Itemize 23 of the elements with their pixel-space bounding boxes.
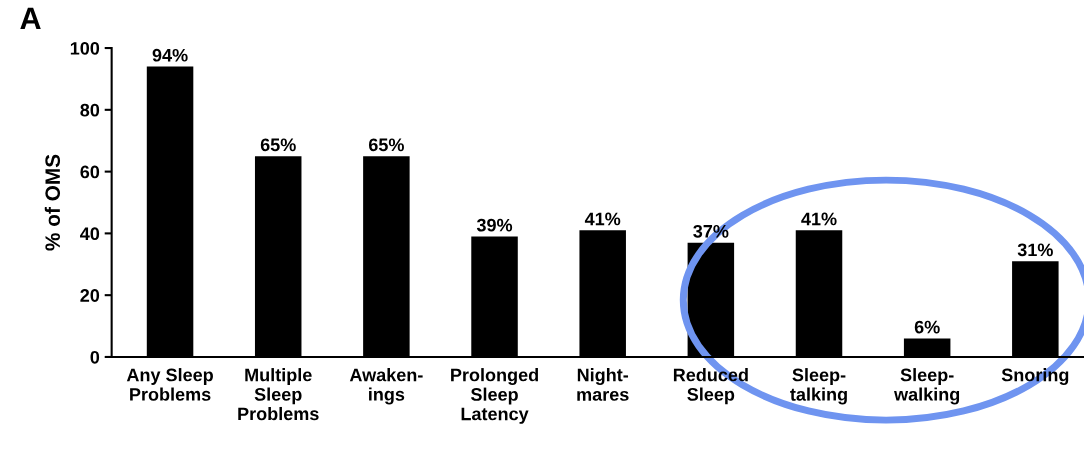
y-tick-label: 40 [80, 227, 100, 241]
x-tick-label: Prolonged Sleep Latency [451, 368, 538, 424]
x-tick-label: Night- mares [577, 368, 629, 401]
x-tick-label: Any Sleep Problems [126, 368, 213, 401]
x-tick-label: Sleep- walking [894, 368, 960, 405]
data-label: 39% [476, 218, 513, 232]
y-tick-label: 100 [70, 41, 100, 55]
x-tick-label: Awaken- ings [349, 368, 423, 405]
data-label: 94% [152, 48, 188, 62]
data-label: 65% [368, 138, 404, 152]
data-label: 65% [260, 138, 296, 152]
data-label: 41% [801, 212, 837, 226]
y-tick-label: 80 [80, 103, 100, 117]
x-tick-label: Sleep- talking [790, 368, 847, 405]
y-tick-label: 20 [80, 289, 100, 302]
data-label: 6% [914, 320, 940, 334]
y-tick-label: 0 [90, 350, 100, 364]
data-label: 31% [1017, 243, 1053, 257]
y-axis-title: % of OMS [44, 154, 61, 251]
text: A [20, 7, 41, 29]
y-tick-label: 60 [80, 165, 100, 179]
data-label: 41% [584, 212, 621, 226]
x-tick-label: Multiple Sleep Problems [238, 368, 319, 421]
